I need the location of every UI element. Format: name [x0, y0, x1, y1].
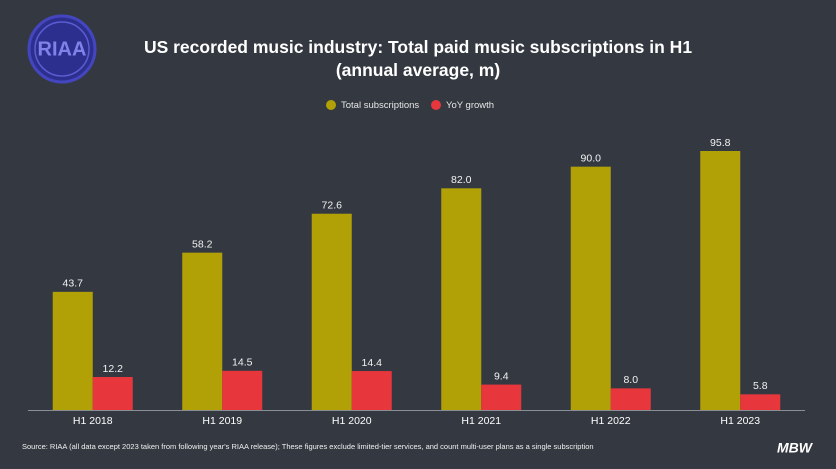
chart-title: US recorded music industry: Total paid m…: [143, 37, 693, 80]
data-label: 9.4: [494, 370, 509, 382]
bar: [481, 384, 522, 410]
bar: [182, 252, 223, 410]
data-label: 14.5: [232, 357, 253, 369]
legend-swatch: [431, 100, 441, 110]
x-tick-label: H1 2023: [720, 415, 760, 427]
data-label: 12.2: [103, 363, 124, 375]
legend-label: Total subscriptions: [341, 100, 419, 111]
logo: RIAA: [38, 38, 87, 60]
data-label: 43.7: [63, 278, 84, 290]
data-label: 95.8: [710, 137, 731, 149]
legend-label: YoY growth: [446, 100, 494, 111]
bar: [740, 394, 781, 410]
data-label: 58.2: [192, 238, 213, 250]
data-label: 90.0: [581, 152, 602, 164]
bar: [52, 291, 93, 410]
x-tick-label: H1 2021: [461, 415, 501, 427]
bar: [222, 370, 263, 410]
legend: Total subscriptions YoY growth: [326, 100, 494, 111]
legend-swatch: [326, 100, 336, 110]
source: Source: RIAA (all data except 2023 taken…: [22, 442, 594, 451]
logo-ring: [34, 21, 90, 77]
data-label: 82.0: [451, 174, 472, 186]
bar: [610, 388, 651, 410]
data-label: 14.4: [362, 357, 383, 369]
bar: [92, 377, 133, 410]
x-tick-label: H1 2020: [332, 415, 372, 427]
bar: [351, 371, 392, 410]
data-label: 72.6: [322, 200, 343, 212]
x-tick-label: H1 2018: [73, 415, 113, 427]
x-tick-label: H1 2019: [202, 415, 242, 427]
bar: [570, 166, 611, 410]
brand: MBW: [777, 440, 814, 456]
data-label: 8.0: [623, 374, 638, 386]
logo-circle: [27, 14, 97, 84]
bar: [700, 151, 741, 410]
x-tick-label: H1 2022: [591, 415, 631, 427]
bar: [311, 213, 352, 410]
data-label: 5.8: [753, 380, 768, 392]
bar: [441, 188, 482, 410]
